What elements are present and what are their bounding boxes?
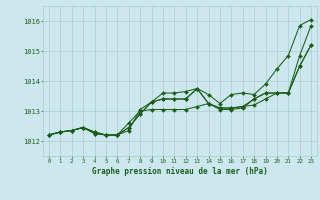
X-axis label: Graphe pression niveau de la mer (hPa): Graphe pression niveau de la mer (hPa): [92, 167, 268, 176]
